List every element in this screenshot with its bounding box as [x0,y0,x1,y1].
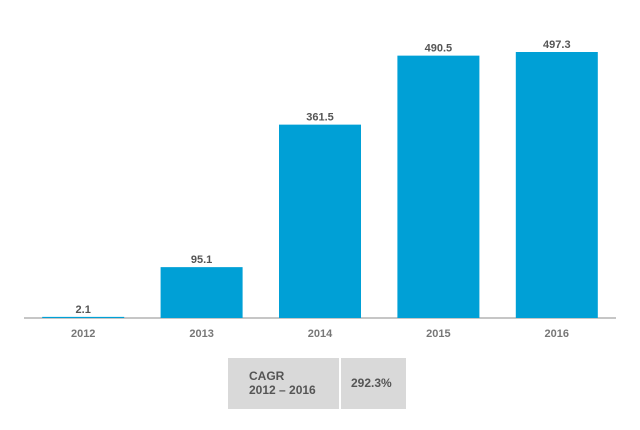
bar [516,52,598,318]
cagr-value: 292.3% [351,376,392,390]
x-tick-label: 2015 [426,328,450,340]
value-label: 361.5 [306,112,334,124]
value-label: 2.1 [76,304,91,316]
value-label: 95.1 [191,254,212,266]
bar [397,56,479,318]
x-tick-label: 2014 [308,328,333,340]
x-tick-label: 2013 [189,328,213,340]
bar [161,267,243,318]
value-label: 490.5 [425,43,453,55]
cagr-label: CAGR [249,369,285,383]
x-tick-label: 2012 [71,328,95,340]
value-label: 497.3 [543,39,571,51]
bar [42,317,124,318]
chart: CAGR 2012 – 2016 292.3% 2.1 2012 95.1 2013 3… [0,0,640,430]
cagr-period: 2012 – 2016 [249,383,316,397]
bar [279,125,361,318]
x-tick-label: 2016 [545,328,569,340]
